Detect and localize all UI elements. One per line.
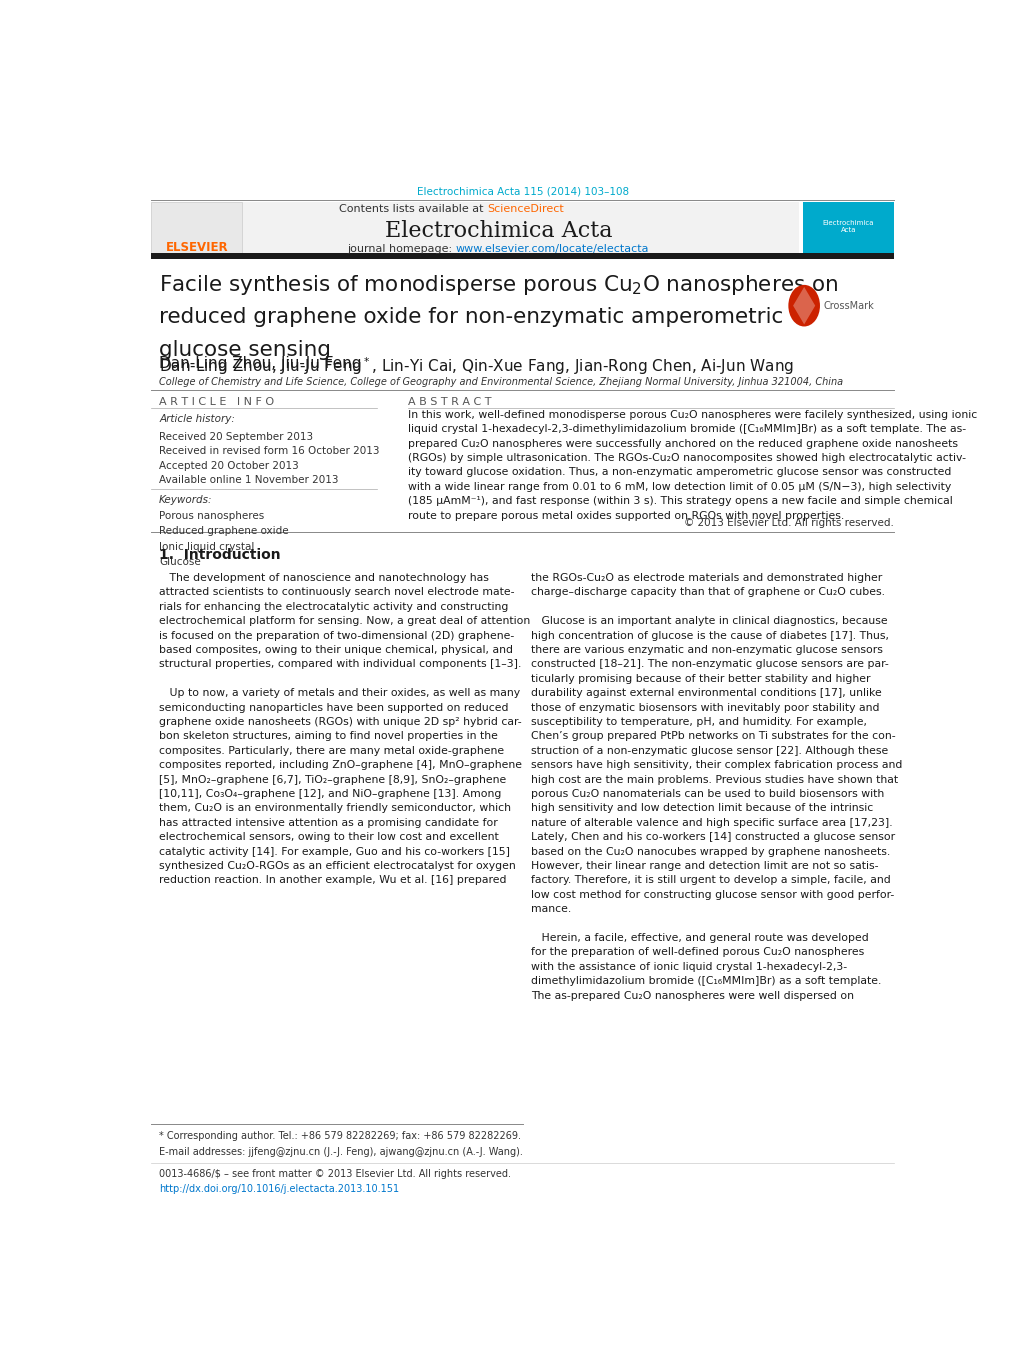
Text: reduced graphene oxide for non-enzymatic amperometric: reduced graphene oxide for non-enzymatic… — [159, 307, 783, 327]
Text: Accepted 20 October 2013: Accepted 20 October 2013 — [159, 461, 299, 470]
Text: Reduced graphene oxide: Reduced graphene oxide — [159, 526, 288, 536]
Text: Electrochimica Acta: Electrochimica Acta — [385, 220, 612, 242]
Text: The development of nanoscience and nanotechnology has
attracted scientists to co: The development of nanoscience and nanot… — [159, 573, 530, 885]
Text: Glucose: Glucose — [159, 558, 201, 567]
Text: In this work, well-defined monodisperse porous Cu₂O nanospheres were facilely sy: In this work, well-defined monodisperse … — [408, 409, 976, 520]
Text: CrossMark: CrossMark — [822, 301, 873, 311]
Polygon shape — [793, 286, 814, 324]
Text: Keywords:: Keywords: — [159, 494, 212, 505]
Text: journal homepage:: journal homepage: — [346, 245, 455, 254]
Text: Electrochimica
Acta: Electrochimica Acta — [822, 220, 873, 234]
Text: Porous nanospheres: Porous nanospheres — [159, 511, 264, 520]
Text: E-mail addresses: jjfeng@zjnu.cn (J.-J. Feng), ajwang@zjnu.cn (A.-J. Wang).: E-mail addresses: jjfeng@zjnu.cn (J.-J. … — [159, 1147, 523, 1158]
Text: Article history:: Article history: — [159, 413, 234, 424]
Text: 0013-4686/$ – see front matter © 2013 Elsevier Ltd. All rights reserved.: 0013-4686/$ – see front matter © 2013 El… — [159, 1169, 511, 1179]
Text: © 2013 Elsevier Ltd. All rights reserved.: © 2013 Elsevier Ltd. All rights reserved… — [684, 517, 894, 528]
Text: A B S T R A C T: A B S T R A C T — [408, 397, 491, 407]
Text: * Corresponding author. Tel.: +86 579 82282269; fax: +86 579 82282269.: * Corresponding author. Tel.: +86 579 82… — [159, 1131, 521, 1140]
FancyBboxPatch shape — [151, 201, 799, 254]
Text: Received in revised form 16 October 2013: Received in revised form 16 October 2013 — [159, 446, 379, 457]
Text: Electrochimica Acta 115 (2014) 103–108: Electrochimica Acta 115 (2014) 103–108 — [417, 186, 628, 196]
FancyBboxPatch shape — [151, 201, 242, 254]
Text: Contents lists available at: Contents lists available at — [339, 204, 487, 213]
Text: Facile synthesis of monodisperse porous Cu$_2$O nanospheres on: Facile synthesis of monodisperse porous … — [159, 273, 838, 297]
Text: ScienceDirect: ScienceDirect — [487, 204, 564, 213]
Text: http://dx.doi.org/10.1016/j.electacta.2013.10.151: http://dx.doi.org/10.1016/j.electacta.20… — [159, 1183, 398, 1194]
Text: the RGOs-Cu₂O as electrode materials and demonstrated higher
charge–discharge ca: the RGOs-Cu₂O as electrode materials and… — [530, 573, 901, 1001]
Text: Received 20 September 2013: Received 20 September 2013 — [159, 431, 313, 442]
Text: Ionic liquid crystal: Ionic liquid crystal — [159, 542, 255, 551]
Text: www.elsevier.com/locate/electacta: www.elsevier.com/locate/electacta — [455, 245, 648, 254]
Text: Available online 1 November 2013: Available online 1 November 2013 — [159, 476, 338, 485]
Text: glucose sensing: glucose sensing — [159, 340, 331, 359]
Text: College of Chemistry and Life Science, College of Geography and Environmental Sc: College of Chemistry and Life Science, C… — [159, 377, 843, 388]
Text: 1.  Introduction: 1. Introduction — [159, 549, 280, 562]
Text: Dan-Ling Zhou, Jiu-Ju Feng: Dan-Ling Zhou, Jiu-Ju Feng — [159, 355, 362, 370]
FancyBboxPatch shape — [151, 253, 894, 259]
FancyBboxPatch shape — [803, 201, 894, 254]
Text: ELSEVIER: ELSEVIER — [166, 242, 228, 254]
Text: A R T I C L E   I N F O: A R T I C L E I N F O — [159, 397, 274, 407]
Text: Dan-Ling Zhou, Jiu-Ju Feng$^*$, Lin-Yi Cai, Qin-Xue Fang, Jian-Rong Chen, Ai-Jun: Dan-Ling Zhou, Jiu-Ju Feng$^*$, Lin-Yi C… — [159, 355, 794, 377]
Circle shape — [788, 285, 819, 327]
